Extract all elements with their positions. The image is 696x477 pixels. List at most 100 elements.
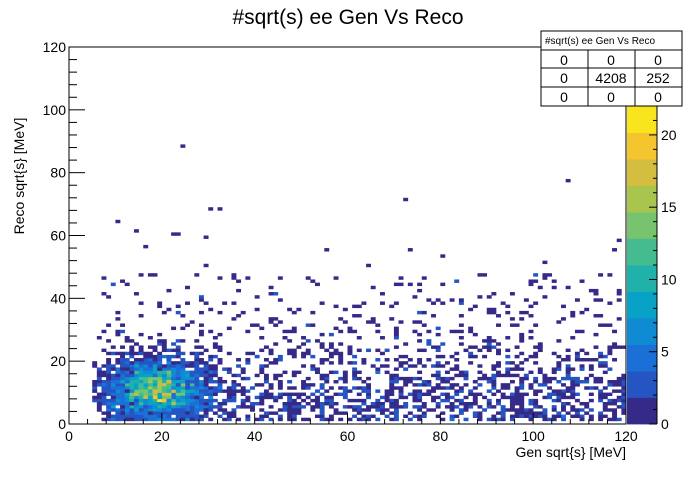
heatmap-bin	[185, 386, 190, 390]
heatmap-bin	[124, 417, 130, 422]
heatmap-bin	[110, 392, 116, 397]
heatmap-bin	[166, 361, 172, 365]
heatmap-bin	[440, 417, 446, 422]
heatmap-bin	[263, 373, 269, 378]
heatmap-bin	[198, 386, 204, 390]
heatmap-bin	[519, 402, 525, 406]
heatmap-bin	[352, 361, 358, 365]
heatmap-bin	[124, 373, 130, 378]
heatmap-bin	[482, 373, 488, 378]
heatmap-bin	[356, 314, 362, 318]
heatmap-bin	[389, 417, 395, 422]
heatmap-bin	[403, 342, 409, 346]
heatmap-bin	[333, 304, 339, 309]
heatmap-bin	[342, 392, 348, 397]
heatmap-bin	[477, 414, 483, 419]
heatmap-bin	[106, 358, 112, 362]
heatmap-bin	[189, 320, 195, 324]
heatmap-bin	[310, 367, 316, 371]
heatmap-bin	[491, 383, 497, 387]
heatmap-bin	[217, 358, 223, 362]
heatmap-bin	[588, 367, 594, 371]
heatmap-bin	[106, 373, 112, 378]
heatmap-bin	[120, 411, 125, 415]
heatmap-bin	[236, 288, 242, 293]
heatmap-bin	[556, 392, 562, 397]
heatmap-bin	[486, 345, 492, 349]
heatmap-bin	[574, 414, 580, 419]
heatmap-bin	[468, 354, 474, 359]
heatmap-bin	[315, 398, 320, 403]
heatmap-bin	[375, 408, 381, 412]
heatmap-bin	[259, 414, 265, 419]
heatmap-bin	[226, 395, 232, 400]
heatmap-bin	[129, 383, 135, 387]
heatmap-bin	[565, 402, 571, 406]
heatmap-bin	[528, 411, 534, 415]
heatmap-bin	[203, 370, 209, 375]
heatmap-bin	[203, 414, 209, 419]
heatmap-bin	[138, 358, 144, 362]
heatmap-bin	[361, 386, 367, 390]
heatmap-bin	[180, 414, 186, 419]
heatmap-bin	[440, 254, 446, 258]
heatmap-bin	[157, 370, 163, 375]
heatmap-bin	[598, 417, 604, 422]
heatmap-bin	[593, 358, 599, 362]
heatmap-bin	[500, 386, 506, 390]
heatmap-bin	[505, 354, 511, 359]
heatmap-bin	[263, 358, 269, 362]
color-scale-segment	[627, 344, 657, 372]
heatmap-bin	[379, 364, 385, 368]
heatmap-bin	[189, 395, 195, 400]
heatmap-bin	[393, 373, 399, 378]
heatmap-bin	[482, 273, 488, 277]
heatmap-bin	[328, 342, 334, 346]
heatmap-bin	[296, 411, 302, 415]
heatmap-bin	[208, 405, 214, 409]
heatmap-bin	[389, 405, 395, 409]
heatmap-bin	[398, 405, 404, 409]
heatmap-bin	[301, 383, 307, 387]
heatmap-bin	[468, 326, 474, 331]
heatmap-bin	[180, 386, 186, 390]
heatmap-bin	[296, 395, 302, 400]
heatmap-bin	[157, 351, 163, 356]
heatmap-bin	[171, 348, 177, 353]
heatmap-bin	[273, 376, 279, 381]
heatmap-bin	[245, 276, 251, 280]
heatmap-bin	[310, 354, 316, 359]
heatmap-bin	[621, 376, 627, 381]
heatmap-bin	[352, 405, 358, 409]
heatmap-bin	[212, 367, 218, 371]
heatmap-bin	[468, 392, 474, 397]
heatmap-bin	[175, 398, 181, 403]
heatmap-bin	[203, 386, 209, 390]
heatmap-bin	[194, 370, 200, 375]
heatmap-bin	[212, 342, 218, 346]
heatmap-bin	[435, 326, 441, 331]
heatmap-bin	[621, 398, 627, 403]
heatmap-bin	[143, 370, 149, 375]
heatmap-bin	[175, 402, 181, 406]
heatmap-bin	[621, 345, 627, 349]
heatmap-bin	[449, 414, 455, 419]
heatmap-bin	[277, 414, 283, 419]
heatmap-bin	[389, 386, 395, 390]
heatmap-bin	[338, 392, 344, 397]
heatmap-bin	[124, 351, 130, 356]
heatmap-bin	[588, 398, 594, 403]
heatmap-bin	[166, 392, 172, 397]
heatmap-bin	[444, 361, 450, 365]
heatmap-bin	[250, 402, 255, 406]
heatmap-bin	[166, 370, 172, 375]
heatmap-bin	[231, 411, 237, 415]
heatmap-bin	[236, 405, 242, 409]
heatmap-bin	[180, 398, 186, 403]
heatmap-bin	[147, 386, 153, 390]
heatmap-bin	[486, 310, 492, 315]
heatmap-bin	[217, 207, 223, 211]
heatmap-bin	[185, 370, 190, 375]
heatmap-bin	[338, 351, 344, 356]
